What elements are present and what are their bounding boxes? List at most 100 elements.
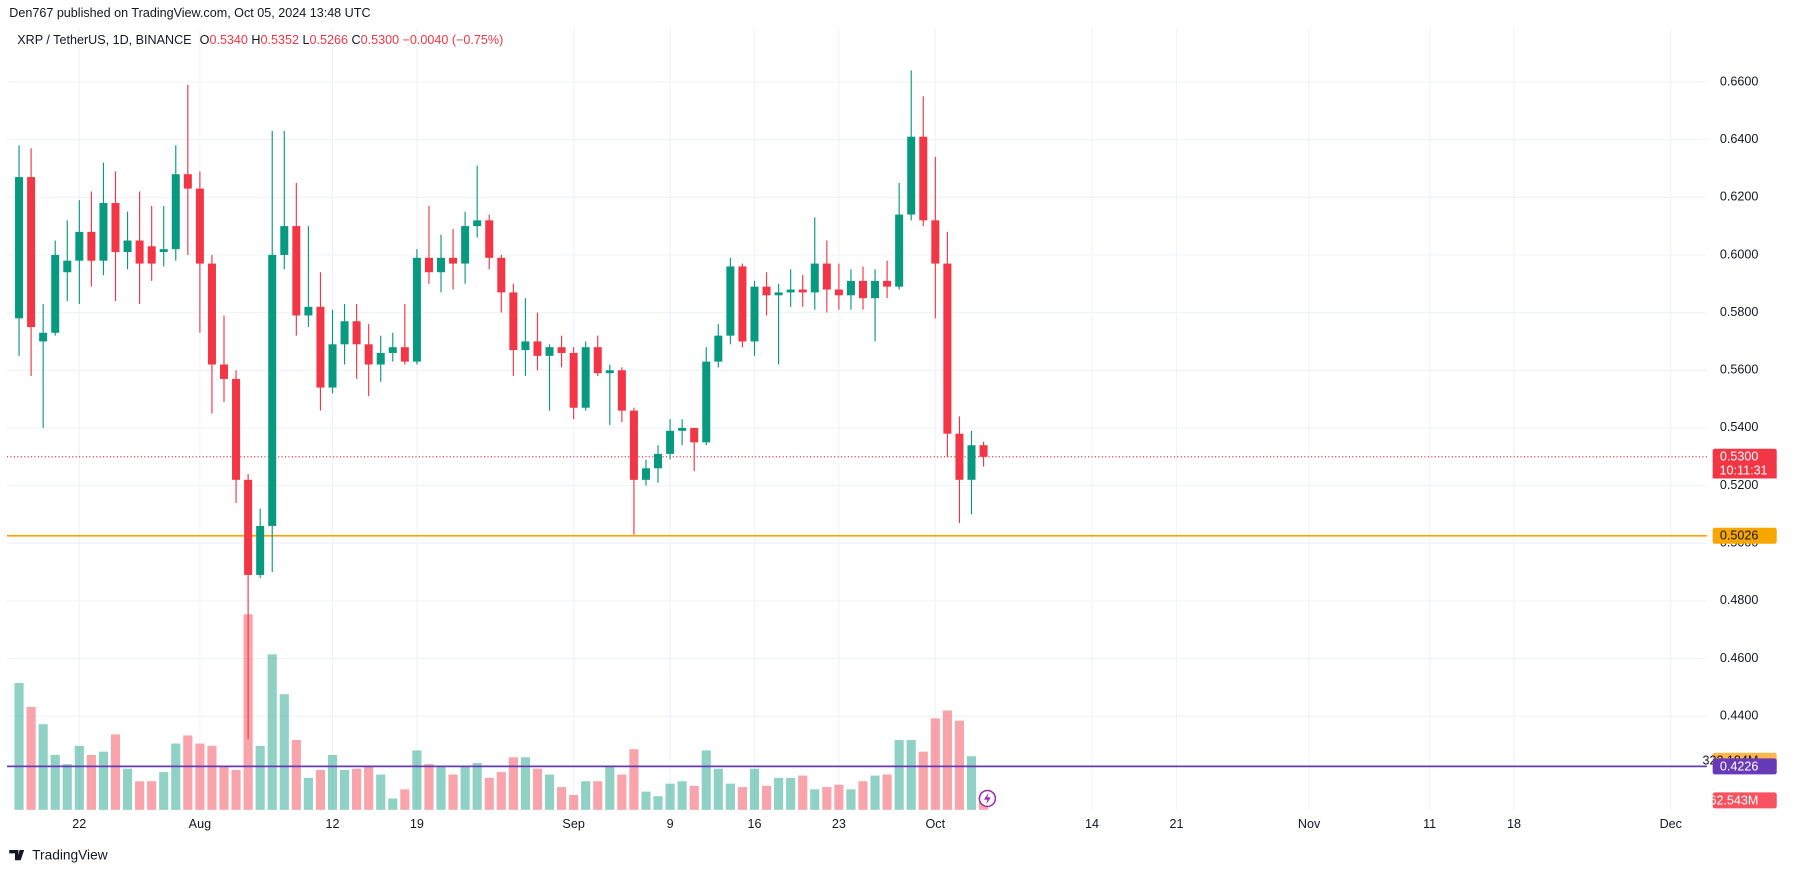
legend-value: 0.5300 — [361, 34, 399, 48]
volume-bar — [894, 740, 904, 810]
volume-bar — [400, 789, 410, 810]
candle-body — [871, 280, 880, 299]
volume-bar — [954, 720, 965, 810]
volume-bar — [713, 768, 723, 810]
volume-bar — [219, 766, 229, 810]
candle-body — [99, 203, 108, 261]
volume-bar — [267, 654, 277, 810]
volume-bar — [484, 777, 494, 810]
volume-bar — [496, 772, 506, 810]
price-label: 0.4226 — [1720, 759, 1758, 773]
volume-bar — [942, 710, 952, 810]
y-tick-label: 0.4400 — [1720, 709, 1758, 723]
legend-key: O — [200, 34, 210, 48]
x-tick-label: 22 — [72, 817, 86, 831]
volume-bar — [86, 754, 96, 810]
y-tick-label: 0.4800 — [1720, 593, 1758, 607]
price-label-box — [1712, 448, 1777, 465]
price-label: 62.543M — [1709, 793, 1758, 807]
volume-bar — [171, 743, 181, 810]
candle-body — [75, 231, 84, 261]
volume-bar — [966, 756, 977, 810]
volume-bar — [665, 783, 675, 810]
candle-body — [629, 410, 638, 480]
candle-body — [87, 231, 96, 261]
price-label: 0.5026 — [1720, 529, 1758, 543]
candle-body — [485, 220, 494, 258]
x-tick-label: 11 — [1423, 817, 1436, 831]
volume-bar — [315, 769, 326, 810]
volume-bar — [761, 785, 772, 810]
volume-bar — [74, 745, 84, 810]
candle-body — [135, 240, 144, 264]
volume-bar — [352, 768, 362, 810]
candle-body — [147, 246, 156, 264]
legend-value: 0.5352 — [261, 34, 299, 48]
y-tick-label: 0.6000 — [1720, 247, 1758, 261]
volume-bar — [159, 772, 169, 810]
candle-body — [51, 254, 60, 333]
volume-bar — [520, 757, 530, 810]
volume-bar — [508, 757, 518, 810]
x-tick-label: 18 — [1507, 817, 1521, 831]
candle-body — [316, 306, 325, 388]
candle-body — [617, 370, 626, 411]
candle-body — [424, 257, 433, 273]
candle-body — [762, 286, 771, 296]
candle-body — [678, 427, 687, 431]
candle-body — [726, 266, 735, 336]
volume-bar — [557, 787, 567, 810]
volume-bar — [617, 774, 627, 810]
volume-bar — [701, 750, 711, 810]
x-tick-label: 14 — [1085, 817, 1099, 831]
volume-bar — [279, 694, 289, 810]
candle-body — [786, 289, 795, 293]
volume-bar — [376, 774, 386, 810]
volume-bar — [448, 774, 458, 810]
candle-body — [400, 347, 409, 362]
candle-body — [328, 344, 337, 388]
x-tick-label: 16 — [747, 817, 761, 831]
volume-bar — [786, 777, 796, 810]
volume-bar — [339, 769, 350, 810]
candle-body — [569, 352, 578, 408]
legend-symbol: XRP / TetherUS, 1D, BINANCE — [17, 34, 191, 48]
volume-bar — [388, 798, 398, 810]
y-tick-label: 0.6600 — [1720, 74, 1758, 88]
volume-bar — [424, 764, 434, 810]
x-tick-label: Nov — [1298, 817, 1321, 831]
x-tick-label: Sep — [562, 817, 584, 831]
price-label: 0.5300 — [1720, 450, 1758, 464]
candle-body — [666, 430, 675, 454]
candle-body — [654, 453, 663, 469]
volume-bar — [569, 794, 579, 810]
candle-body — [979, 445, 988, 457]
volume-bar — [930, 718, 940, 810]
volume-bar — [593, 781, 603, 810]
candle-body — [388, 347, 397, 353]
candle-body — [473, 220, 482, 227]
legend-key: L — [303, 34, 310, 48]
x-tick-label: Oct — [926, 817, 946, 831]
candle-body — [268, 254, 277, 526]
tradingview-logo: TradingView — [9, 847, 108, 862]
candle-body — [159, 249, 168, 253]
volume-bar — [291, 740, 301, 810]
legend-value: 0.5340 — [209, 34, 247, 48]
candle-body — [858, 280, 867, 299]
volume-bar — [255, 745, 265, 810]
volume-bar — [858, 781, 868, 810]
candle-body — [593, 347, 602, 374]
volume-bar — [122, 768, 133, 810]
candle-body — [412, 257, 421, 362]
candle-body — [376, 352, 385, 365]
candle-body — [750, 286, 759, 342]
candle-body — [280, 226, 289, 255]
candle-body — [907, 136, 916, 215]
candle-body — [641, 468, 650, 480]
volume-bar — [135, 781, 145, 810]
candle-body — [533, 341, 542, 356]
y-tick-label: 0.6400 — [1720, 132, 1758, 146]
